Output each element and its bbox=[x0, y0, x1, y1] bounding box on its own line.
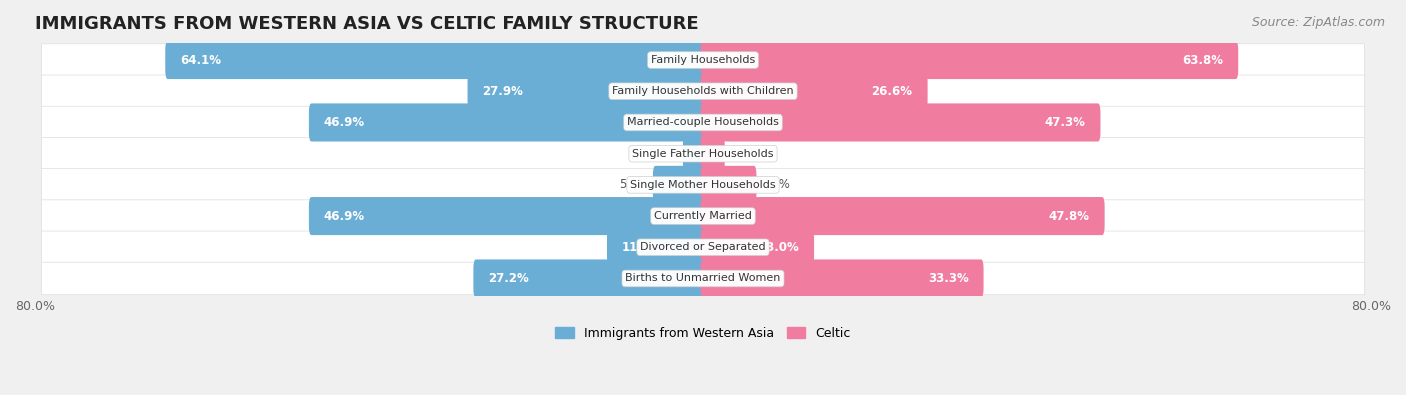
FancyBboxPatch shape bbox=[700, 166, 756, 204]
Text: 46.9%: 46.9% bbox=[323, 116, 366, 129]
FancyBboxPatch shape bbox=[42, 231, 1364, 263]
FancyBboxPatch shape bbox=[700, 135, 724, 173]
FancyBboxPatch shape bbox=[700, 228, 814, 266]
FancyBboxPatch shape bbox=[42, 200, 1364, 232]
Legend: Immigrants from Western Asia, Celtic: Immigrants from Western Asia, Celtic bbox=[550, 322, 856, 345]
Text: 6.1%: 6.1% bbox=[761, 179, 790, 191]
Text: 46.9%: 46.9% bbox=[323, 210, 366, 222]
FancyBboxPatch shape bbox=[468, 72, 706, 110]
FancyBboxPatch shape bbox=[700, 260, 984, 297]
Text: 27.9%: 27.9% bbox=[482, 85, 523, 98]
FancyBboxPatch shape bbox=[700, 103, 1101, 141]
FancyBboxPatch shape bbox=[42, 106, 1364, 139]
Text: Single Mother Households: Single Mother Households bbox=[630, 180, 776, 190]
FancyBboxPatch shape bbox=[42, 75, 1364, 107]
FancyBboxPatch shape bbox=[474, 260, 706, 297]
Text: 47.8%: 47.8% bbox=[1049, 210, 1090, 222]
Text: Married-couple Households: Married-couple Households bbox=[627, 117, 779, 128]
Text: 64.1%: 64.1% bbox=[180, 54, 221, 66]
FancyBboxPatch shape bbox=[42, 44, 1364, 76]
Text: Births to Unmarried Women: Births to Unmarried Women bbox=[626, 273, 780, 284]
Text: 26.6%: 26.6% bbox=[872, 85, 912, 98]
Text: Source: ZipAtlas.com: Source: ZipAtlas.com bbox=[1251, 16, 1385, 29]
Text: 47.3%: 47.3% bbox=[1045, 116, 1085, 129]
FancyBboxPatch shape bbox=[42, 262, 1364, 295]
Text: Family Households with Children: Family Households with Children bbox=[612, 86, 794, 96]
FancyBboxPatch shape bbox=[309, 103, 706, 141]
Text: 63.8%: 63.8% bbox=[1182, 54, 1223, 66]
Text: 33.3%: 33.3% bbox=[928, 272, 969, 285]
FancyBboxPatch shape bbox=[607, 228, 706, 266]
Text: 5.7%: 5.7% bbox=[619, 179, 648, 191]
Text: 13.0%: 13.0% bbox=[758, 241, 799, 254]
FancyBboxPatch shape bbox=[42, 169, 1364, 201]
Text: Single Father Households: Single Father Households bbox=[633, 149, 773, 159]
Text: IMMIGRANTS FROM WESTERN ASIA VS CELTIC FAMILY STRUCTURE: IMMIGRANTS FROM WESTERN ASIA VS CELTIC F… bbox=[35, 15, 699, 33]
Text: Family Households: Family Households bbox=[651, 55, 755, 65]
Text: 11.2%: 11.2% bbox=[621, 241, 662, 254]
Text: Divorced or Separated: Divorced or Separated bbox=[640, 242, 766, 252]
Text: Currently Married: Currently Married bbox=[654, 211, 752, 221]
FancyBboxPatch shape bbox=[700, 41, 1239, 79]
FancyBboxPatch shape bbox=[166, 41, 706, 79]
FancyBboxPatch shape bbox=[309, 197, 706, 235]
FancyBboxPatch shape bbox=[42, 137, 1364, 170]
Text: 2.1%: 2.1% bbox=[650, 147, 679, 160]
FancyBboxPatch shape bbox=[683, 135, 706, 173]
FancyBboxPatch shape bbox=[700, 197, 1105, 235]
Text: 2.3%: 2.3% bbox=[728, 147, 759, 160]
FancyBboxPatch shape bbox=[700, 72, 928, 110]
Text: 27.2%: 27.2% bbox=[488, 272, 529, 285]
FancyBboxPatch shape bbox=[652, 166, 706, 204]
